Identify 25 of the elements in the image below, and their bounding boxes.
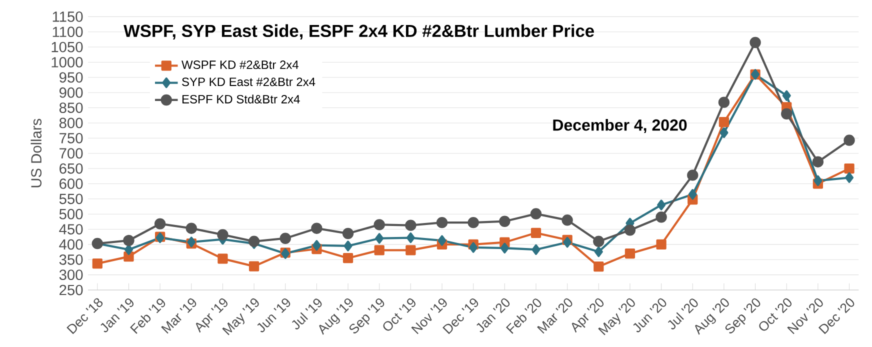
y-tick-label: 250 — [60, 284, 83, 296]
annotation: December 4, 2020 — [553, 118, 687, 134]
y-tick-label: 400 — [59, 239, 83, 250]
y-tick-label: 600 — [60, 178, 83, 189]
y-tick-label: 650 — [60, 163, 83, 174]
y-tick-label: 500 — [59, 208, 83, 220]
y-tick-label: 1050 — [52, 42, 83, 52]
y-tick-label: 1100 — [52, 26, 83, 38]
y-tick-label: 900 — [60, 87, 83, 98]
legend-label: ESPF KD Std&Btr 2x4 — [182, 94, 300, 104]
y-tick-label: 700 — [60, 148, 83, 159]
y-axis-title: US Dollars — [30, 118, 42, 188]
legend-label: SYP KD East #2&Btr 2x4 — [182, 78, 316, 86]
chart-title: WSPF, SYP East Side, ESPF 2x4 KD #2&Btr Lumber Price — [124, 24, 594, 40]
y-tick-label: 800 — [59, 118, 83, 128]
y-tick-label: 1150 — [52, 12, 83, 22]
y-tick-label: 450 — [59, 224, 83, 234]
y-tick-label: 750 — [60, 132, 83, 144]
y-tick-label: 850 — [59, 102, 83, 113]
y-tick-label: 550 — [59, 194, 83, 204]
legend-label: WSPF KD #2&Btr 2x4 — [182, 60, 298, 70]
y-tick-label: 300 — [59, 270, 83, 280]
y-tick-label: 1000 — [52, 57, 83, 68]
y-tick-label: 350 — [59, 254, 83, 265]
y-tick-label: 950 — [60, 72, 83, 83]
